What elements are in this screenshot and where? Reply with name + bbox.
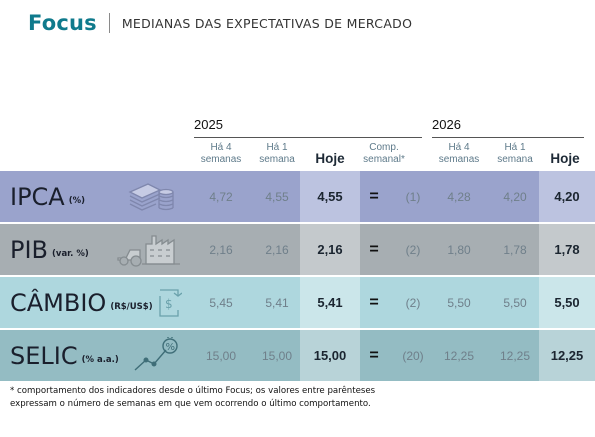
ha4-2026-value: 4,28 [447,189,471,204]
ha1-2026-value: 12,25 [499,348,531,363]
dollar-exchange-icon: $ [156,277,182,328]
hoje-2025-highlight [300,171,360,222]
col-ha1-line1: Há 1 [266,142,288,153]
year-2026-rule [432,137,584,138]
hoje-2026-value: 5,50 [554,295,580,310]
indicator-label: CÂMBIO (R$/US$) [10,277,153,328]
ha4-2026-value: 1,80 [447,242,471,257]
indicator-row-selic: SELIC (% a.a.) % 15,00 15,00 15,00 = (20… [0,330,595,381]
indicator-unit: (% a.a.) [81,354,119,365]
hoje-2026-highlight [539,330,595,381]
indicator-row-cambio: CÂMBIO (R$/US$) $ 5,45 5,41 5,41 = (2) 5… [0,277,595,328]
ha4-2025-value: 15,00 [205,348,237,363]
comp-weeks: (20) [402,348,424,363]
col-ha4-line1: Há 4 [448,142,470,153]
indicator-label: IPCA (%) [10,171,85,222]
hoje-2026-highlight [539,171,595,222]
ha1-2026-value: 5,50 [503,295,527,310]
col-ha1-line2: semana [259,154,295,165]
col-ha4-2026: Há 4 semanas [434,142,484,166]
col-ha4-line2: semanas [200,154,242,165]
header-divider [108,13,110,33]
indicator-row-pib: PIB (var. %) 2,16 2,16 2,16 = (2) 1,80 1… [0,224,595,275]
col-hoje-2025: Hoje [315,151,345,166]
ha1-2025-value: 2,16 [265,242,289,257]
col-ha4-line2: semanas [438,154,480,165]
ha1-2026-value: 4,20 [503,189,527,204]
col-ha1-line2: semana [497,154,533,165]
hoje-2025-value: 5,41 [317,295,343,310]
report-header: Focus MEDIANAS DAS EXPECTATIVAS DE MERCA… [28,8,412,38]
col-comp-semanal: Comp. semanal* [358,142,410,166]
indicator-unit: (var. %) [52,248,89,259]
comp-weeks: (2) [405,242,421,257]
hoje-2025-value: 2,16 [317,242,343,257]
indicator-name: SELIC [10,341,78,370]
col-ha1-line1: Há 1 [504,142,526,153]
hoje-2025-highlight [300,330,360,381]
svg-text:$: $ [165,297,173,311]
svg-text:%: % [166,342,176,353]
comp-weeks: (1) [405,189,421,204]
ha1-2025-value: 4,55 [265,189,289,204]
comp-symbol: = [369,240,379,258]
indicator-label: SELIC (% a.a.) [10,330,119,381]
tractor-factory-icon [116,224,182,275]
indicator-label: PIB (var. %) [10,224,89,275]
col-comp-line1: Comp. [369,142,399,153]
col-ha4-2025: Há 4 semanas [196,142,246,166]
percent-trend-icon: % [132,330,180,381]
indicator-name: IPCA [10,182,65,211]
hoje-2025-value: 15,00 [313,348,347,363]
ha4-2026-value: 12,25 [443,348,475,363]
col-ha1-2026: Há 1 semana [492,142,538,166]
coins-bills-icon [126,171,176,222]
ha1-2026-value: 1,78 [503,242,527,257]
hoje-2026-value: 1,78 [554,242,580,257]
col-ha4-line1: Há 4 [210,142,232,153]
ha4-2025-value: 5,45 [209,295,233,310]
comp-symbol: = [369,346,379,364]
col-comp-line2: semanal* [363,154,405,165]
comp-symbol: = [369,187,379,205]
col-hoje-2026: Hoje [550,151,580,166]
hoje-2025-highlight [300,277,360,328]
indicator-unit: (%) [68,195,86,206]
hoje-2025-value: 4,55 [317,189,343,204]
brand-title: Focus [28,11,97,35]
year-2026-label: 2026 [432,117,461,132]
hoje-2025-highlight [300,224,360,275]
ha1-2025-value: 15,00 [261,348,293,363]
hoje-2026-highlight [539,277,595,328]
ha4-2025-value: 2,16 [209,242,233,257]
ha4-2026-value: 5,50 [447,295,471,310]
indicator-name: PIB [10,235,49,264]
year-2025-label: 2025 [194,117,223,132]
ha1-2025-value: 5,41 [265,295,289,310]
indicator-row-ipca: IPCA (%) 4,72 4,55 4,55 = (1) 4,28 4,20 … [0,171,595,222]
comp-weeks: (2) [405,295,421,310]
indicator-unit: (R$/US$) [110,301,153,312]
comp-symbol: = [369,293,379,311]
year-2025-rule [194,137,422,138]
hoje-2026-value: 4,20 [554,189,580,204]
ha4-2025-value: 4,72 [209,189,233,204]
indicator-name: CÂMBIO [10,288,107,317]
hoje-2026-highlight [539,224,595,275]
hoje-2026-value: 12,25 [550,348,584,363]
col-ha1-2025: Há 1 semana [254,142,300,166]
footnote: * comportamento dos indicadores desde o … [10,386,376,409]
report-subtitle: MEDIANAS DAS EXPECTATIVAS DE MERCADO [121,15,413,31]
